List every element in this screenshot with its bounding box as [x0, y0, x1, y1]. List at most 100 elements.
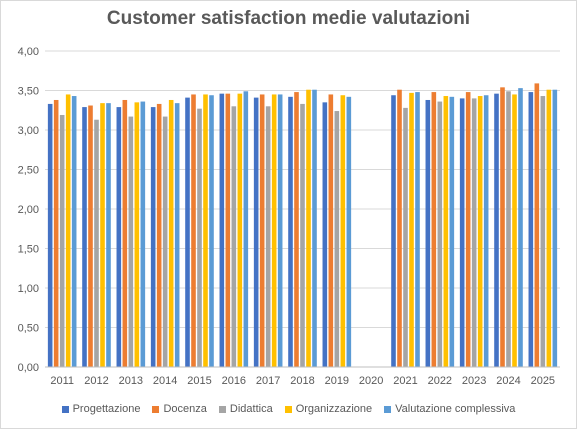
bar	[288, 96, 293, 367]
bar	[506, 91, 511, 367]
bar	[231, 106, 237, 368]
bar	[59, 114, 65, 368]
bar	[306, 89, 311, 368]
bar	[277, 94, 283, 367]
legend-label: Valutazione complessiva	[395, 403, 516, 415]
y-tick-label: 0,00	[18, 362, 39, 374]
bar	[483, 95, 489, 368]
bar	[237, 93, 243, 367]
bar	[312, 89, 317, 368]
legend-swatch	[384, 405, 392, 413]
bar	[494, 93, 499, 367]
x-tick-label: 2022	[428, 375, 452, 387]
bar	[409, 92, 414, 368]
bar	[265, 106, 271, 368]
bar	[128, 116, 134, 367]
bar	[156, 103, 162, 368]
bar	[546, 89, 552, 368]
bar	[415, 92, 420, 367]
legend-swatch	[152, 405, 160, 413]
bar	[259, 94, 265, 367]
bar	[65, 94, 71, 367]
y-tick-label: 2,00	[18, 204, 39, 216]
bar	[140, 101, 146, 367]
bar	[500, 87, 505, 367]
bar	[185, 97, 190, 368]
x-tick-label: 2014	[153, 375, 177, 387]
bar	[443, 96, 449, 367]
bar	[449, 96, 455, 367]
y-tick-label: 1,50	[18, 244, 39, 256]
bar	[225, 93, 231, 367]
bar	[47, 103, 53, 368]
legend-swatch	[61, 405, 69, 413]
bar	[437, 101, 443, 367]
bar	[322, 102, 328, 367]
bar	[340, 95, 346, 368]
bar	[334, 111, 340, 367]
bar	[100, 103, 105, 367]
bar	[328, 94, 334, 367]
x-tick-label: 2025	[531, 375, 555, 387]
bar	[294, 92, 299, 367]
bar	[271, 94, 277, 367]
chart-legend: Progettazione Docenza Didattica Organizzazi…	[0, 403, 577, 415]
bar	[122, 99, 128, 367]
x-tick-label: 2023	[462, 375, 486, 387]
bar	[116, 107, 122, 367]
y-tick-label: 1,00	[18, 283, 39, 295]
y-tick-label: 3,00	[18, 125, 39, 137]
legend-label: Organizzazione	[295, 403, 373, 415]
legend-item: Didattica	[218, 403, 273, 415]
x-tick-label: 2015	[187, 375, 211, 387]
legend-item: Organizzazione	[284, 403, 373, 415]
y-tick-label: 0,50	[18, 323, 39, 335]
x-tick-label: 2012	[84, 375, 108, 387]
bar	[209, 95, 214, 368]
bar	[512, 94, 517, 367]
legend-label: Progettazione	[72, 403, 141, 415]
legend-swatch	[284, 405, 292, 413]
y-tick-label: 3,50	[18, 86, 39, 98]
bar	[346, 96, 352, 367]
x-tick-label: 2021	[393, 375, 417, 387]
bar	[53, 99, 59, 367]
legend-label: Docenza	[163, 403, 207, 415]
bar	[203, 94, 208, 367]
bar	[134, 102, 140, 367]
bar	[391, 95, 396, 368]
bar	[300, 103, 305, 368]
chart-title: Customer satisfaction medie valutazioni	[106, 8, 471, 29]
bar	[528, 92, 534, 367]
bar	[534, 83, 540, 367]
x-tick-label: 2013	[119, 375, 143, 387]
bar	[425, 99, 431, 367]
bar	[253, 97, 259, 368]
bar	[459, 98, 465, 368]
y-tick-label: 2,50	[18, 165, 39, 177]
x-tick-label: 2018	[290, 375, 314, 387]
x-tick-label: 2016	[222, 375, 246, 387]
bar	[471, 98, 477, 368]
bar	[168, 99, 174, 367]
bar	[82, 107, 87, 367]
bar	[162, 116, 168, 367]
legend-label: Didattica	[229, 403, 273, 415]
legend-swatch	[218, 405, 226, 413]
x-tick-label: 2020	[359, 375, 383, 387]
bar	[88, 105, 93, 367]
x-tick-label: 2024	[496, 375, 520, 387]
bar	[518, 88, 523, 367]
bar	[150, 107, 156, 367]
bar	[191, 94, 196, 367]
bar	[106, 103, 111, 367]
bar	[197, 108, 202, 368]
x-tick-label: 2011	[50, 375, 74, 387]
x-tick-label: 2017	[256, 375, 280, 387]
y-tick-label: 4,00	[18, 46, 39, 58]
bar	[94, 119, 99, 367]
x-tick-label: 2019	[325, 375, 349, 387]
bar	[219, 93, 225, 367]
bar	[540, 96, 546, 367]
